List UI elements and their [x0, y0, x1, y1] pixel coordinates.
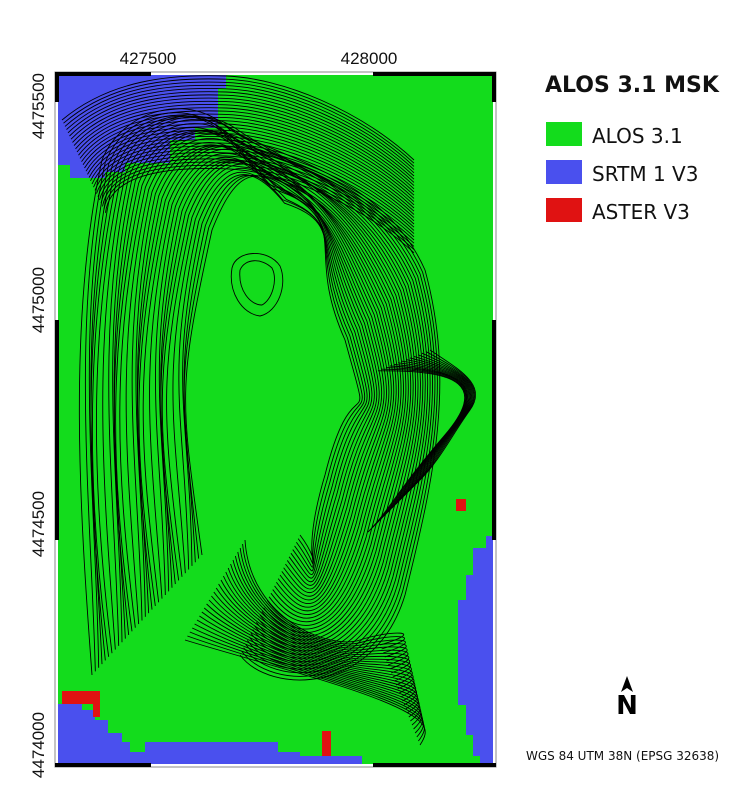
legend-swatch-srtm: [546, 160, 582, 184]
legend-label-aster: ASTER V3: [592, 200, 690, 224]
legend: ALOS 3.1 MSK ALOS 3.1 SRTM 1 V3 ASTER V3: [545, 73, 720, 224]
legend-title: ALOS 3.1 MSK: [545, 73, 720, 98]
north-arrow-label: N: [616, 691, 638, 721]
aster-coverage-area: [62, 499, 466, 756]
crs-label: WGS 84 UTM 38N (EPSG 32638): [526, 749, 719, 763]
x-tick-label-2: 428000: [341, 49, 398, 68]
legend-swatch-aster: [546, 198, 582, 222]
contour-lines: [61, 75, 477, 746]
srtm-coverage-area: [58, 75, 493, 764]
y-tick-label-1: 4475500: [29, 73, 48, 139]
legend-label-srtm: SRTM 1 V3: [592, 162, 698, 186]
y-tick-label-3: 4474500: [29, 491, 48, 557]
x-tick-label-1: 427500: [120, 49, 177, 68]
north-arrow-icon: N: [616, 676, 638, 721]
y-tick-label-4: 4474000: [29, 712, 48, 778]
y-tick-label-2: 4475000: [29, 267, 48, 333]
frame-scale-bars: [55, 72, 496, 767]
legend-label-alos: ALOS 3.1: [592, 124, 683, 148]
legend-swatch-alos: [546, 122, 582, 146]
